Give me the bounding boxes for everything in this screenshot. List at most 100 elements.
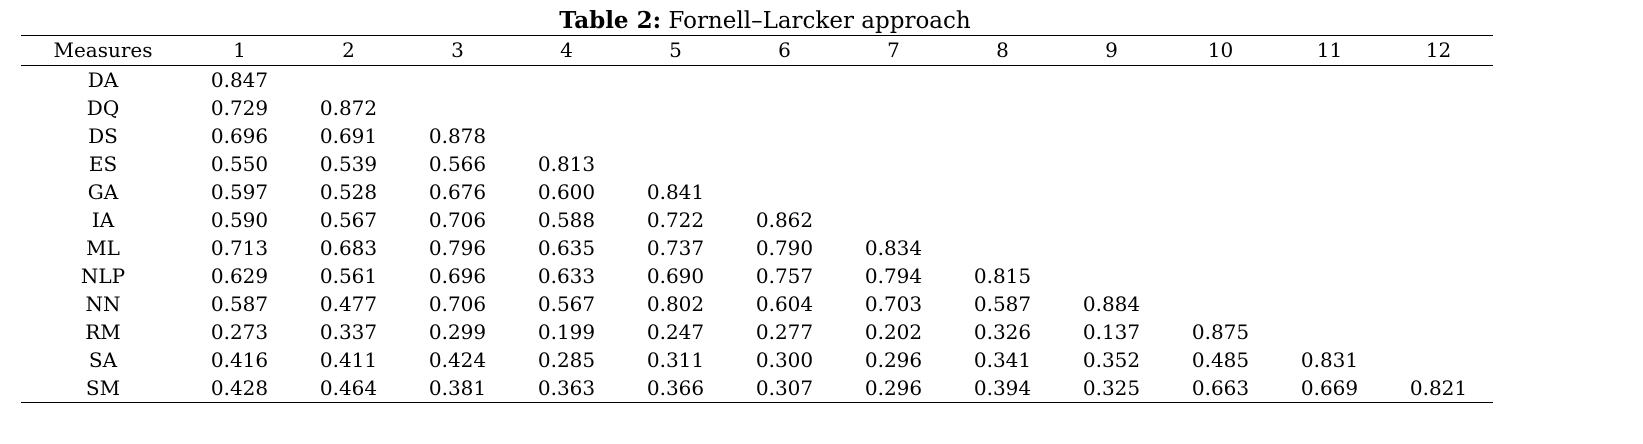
table-cell: 0.550 xyxy=(210,152,269,176)
table-cell: 0.796 xyxy=(428,236,487,260)
table-cell xyxy=(403,66,512,95)
table-caption: Table 2: Fornell–Larcker approach xyxy=(0,6,1530,36)
table-cell xyxy=(1057,66,1166,95)
table-cell xyxy=(1166,290,1275,318)
table-cell: 0.394 xyxy=(948,374,1057,403)
table-cell xyxy=(1384,66,1493,95)
table-cell: 0.416 xyxy=(210,348,269,372)
table-cell xyxy=(1057,178,1166,206)
table-cell: 0.713 xyxy=(210,236,269,260)
table-cell: 0.831 xyxy=(1300,348,1359,372)
table-cell xyxy=(1384,234,1493,262)
table-cell xyxy=(403,94,512,122)
table-cell xyxy=(1275,66,1384,95)
table-cell: 0.813 xyxy=(537,152,596,176)
table-cell: 0.528 xyxy=(319,180,378,204)
header-col-1: 1 xyxy=(185,35,294,66)
table-cell: 0.561 xyxy=(319,264,378,288)
table-cell xyxy=(512,122,621,150)
table-cell xyxy=(1057,206,1166,234)
table-row: DQ 0.729 0.872 xyxy=(21,94,1493,122)
table-cell: 0.352 xyxy=(1082,348,1141,372)
header-col-9: 9 xyxy=(1057,35,1166,66)
table-cell xyxy=(1057,122,1166,150)
header-col-11: 11 xyxy=(1275,35,1384,66)
table-cell: 0.587 xyxy=(973,292,1032,316)
table-cell: 0.587 xyxy=(210,292,269,316)
table-cell xyxy=(1166,178,1275,206)
table-cell xyxy=(1384,150,1493,178)
table-cell xyxy=(1275,150,1384,178)
table-cell xyxy=(1275,206,1384,234)
measure-label: SM xyxy=(21,374,185,403)
table-cell xyxy=(1384,122,1493,150)
table-cell xyxy=(839,66,948,95)
table-cell xyxy=(730,94,839,122)
table-cell: 0.273 xyxy=(210,320,269,344)
table-cell: 0.629 xyxy=(210,264,269,288)
header-col-4: 4 xyxy=(512,35,621,66)
table-cell xyxy=(1275,94,1384,122)
table-cell: 0.834 xyxy=(864,236,923,260)
table-cell: 0.821 xyxy=(1384,374,1493,403)
table-cell xyxy=(1275,178,1384,206)
table-cell: 0.696 xyxy=(210,124,269,148)
table-cell xyxy=(839,178,948,206)
header-col-6: 6 xyxy=(730,35,839,66)
table-cell: 0.277 xyxy=(755,320,814,344)
table-cell xyxy=(1275,290,1384,318)
table-cell xyxy=(1384,178,1493,206)
table-cell: 0.539 xyxy=(319,152,378,176)
table-cell: 0.706 xyxy=(428,208,487,232)
table-cell xyxy=(1166,94,1275,122)
table-cell xyxy=(839,150,948,178)
table-row: NN 0.587 0.477 0.706 0.567 0.802 0.604 0.703 0.5… xyxy=(21,290,1493,318)
table-cell xyxy=(839,206,948,234)
table-cell xyxy=(1384,346,1493,374)
table-body: DA 0.847 DQ 0.729 0.872 DS 0.696 0.691 0.878 ES 0.… xyxy=(21,66,1493,403)
table-cell: 0.703 xyxy=(864,292,923,316)
table-cell xyxy=(1275,234,1384,262)
table-cell: 0.683 xyxy=(319,236,378,260)
table-cell xyxy=(1166,234,1275,262)
table-cell xyxy=(1384,206,1493,234)
table-cell: 0.567 xyxy=(537,292,596,316)
table-cell xyxy=(1166,262,1275,290)
table-cell xyxy=(621,94,730,122)
measure-label: NN xyxy=(85,292,121,316)
table-cell: 0.676 xyxy=(428,180,487,204)
table-cell xyxy=(1384,94,1493,122)
table-row: SA 0.416 0.411 0.424 0.285 0.311 0.300 0.296 0.3… xyxy=(21,346,1493,374)
caption-text: Fornell–Larcker approach xyxy=(668,8,971,34)
header-col-2: 2 xyxy=(294,35,403,66)
header-col-7: 7 xyxy=(839,35,948,66)
table-cell: 0.722 xyxy=(646,208,705,232)
measure-label: GA xyxy=(87,180,119,204)
table-cell: 0.202 xyxy=(864,320,923,344)
table-cell xyxy=(1166,66,1275,95)
measure-label: ES xyxy=(88,152,118,176)
measure-label: NLP xyxy=(80,264,126,288)
table-cell: 0.285 xyxy=(537,348,596,372)
table-cell: 0.296 xyxy=(864,348,923,372)
table-cell xyxy=(1057,150,1166,178)
table-cell: 0.247 xyxy=(646,320,705,344)
table-cell: 0.691 xyxy=(319,124,378,148)
table-cell: 0.604 xyxy=(755,292,814,316)
table-cell xyxy=(948,94,1057,122)
table-cell: 0.464 xyxy=(294,374,403,403)
table-cell: 0.326 xyxy=(973,320,1032,344)
table-cell: 0.737 xyxy=(646,236,705,260)
table-row: SM 0.428 0.464 0.381 0.363 0.366 0.307 0.296 0.3… xyxy=(21,374,1493,403)
table-cell xyxy=(621,150,730,178)
table-cell: 0.477 xyxy=(319,292,378,316)
table-cell: 0.815 xyxy=(973,264,1032,288)
table-cell: 0.600 xyxy=(537,180,596,204)
table-cell: 0.862 xyxy=(755,208,814,232)
table-cell xyxy=(294,66,403,95)
table-row: ML 0.713 0.683 0.796 0.635 0.737 0.790 0.834 xyxy=(21,234,1493,262)
table-cell xyxy=(730,66,839,95)
table-cell: 0.847 xyxy=(210,68,269,92)
table-cell: 0.381 xyxy=(403,374,512,403)
table-cell: 0.841 xyxy=(646,180,705,204)
